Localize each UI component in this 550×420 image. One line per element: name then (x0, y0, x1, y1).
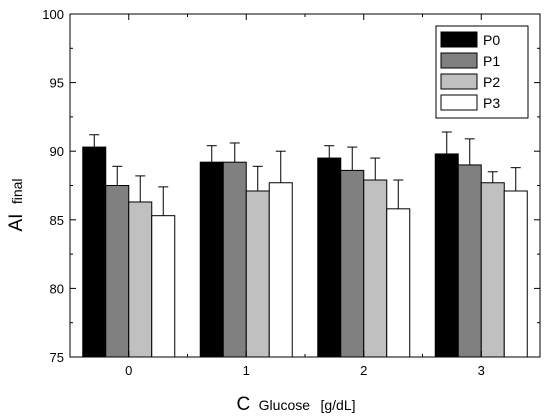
legend: P0 P1 P2 P3 (435, 25, 529, 119)
error-bar-p1-cat-1 (229, 142, 240, 163)
y-axis-label-sub: final (9, 178, 25, 204)
legend-swatch-p2 (440, 73, 478, 90)
bar-p2-cat-1 (245, 190, 270, 358)
error-bar-p3-cat-3 (510, 167, 521, 191)
error-bar-p2-cat-1 (252, 165, 263, 191)
x-axis-label-sub: Glucose (259, 397, 311, 413)
legend-label-p1: P1 (483, 53, 500, 69)
bar-p2-cat-3 (480, 182, 505, 358)
y-axis-label-main: AI (6, 214, 27, 232)
legend-label-p3: P3 (483, 95, 500, 111)
x-tick-label-3: 3 (478, 363, 485, 378)
x-tick-label-1: 1 (243, 363, 250, 378)
bar-p2-cat-0 (128, 201, 153, 358)
error-bar-p1-cat-2 (347, 146, 358, 171)
y-axis-title: AI final (6, 178, 27, 231)
y-axis-label: AI final (6, 178, 27, 231)
bar-p3-cat-3 (503, 190, 528, 358)
bar-p3-cat-1 (268, 182, 293, 358)
bar-p0-cat-2 (317, 157, 342, 358)
bar-p1-cat-0 (105, 185, 130, 358)
legend-swatch-p0 (440, 31, 478, 48)
bar-p0-cat-0 (82, 146, 107, 358)
bar-p1-cat-1 (222, 161, 247, 358)
error-bar-p3-cat-1 (275, 150, 286, 183)
error-bar-p1-cat-3 (464, 138, 475, 165)
bar-p1-cat-3 (457, 164, 482, 358)
y-tick-label-95: 95 (50, 76, 64, 91)
bar-p0-cat-1 (199, 161, 224, 358)
error-bar-p2-cat-3 (487, 171, 498, 183)
y-tick-label-100: 100 (42, 7, 64, 22)
legend-swatch-p1 (440, 52, 478, 69)
error-bar-p2-cat-0 (135, 175, 146, 202)
error-bar-p0-cat-0 (89, 134, 100, 148)
x-axis-label: C Glucose [g/dL] (236, 394, 355, 415)
bar-p3-cat-2 (386, 208, 411, 358)
axes: 75 80 85 90 95 100 0 1 2 3 (42, 7, 541, 378)
bar-p3-cat-0 (151, 215, 176, 358)
error-bar-p0-cat-2 (324, 145, 335, 159)
x-tick-label-0: 0 (125, 363, 132, 378)
plot-area (82, 131, 528, 358)
error-bar-p1-cat-0 (112, 165, 123, 186)
legend-label-p0: P0 (483, 32, 500, 48)
y-tick-label-90: 90 (50, 144, 64, 159)
y-tick-label-80: 80 (50, 281, 64, 296)
y-tick-label-75: 75 (50, 350, 64, 365)
x-tick-label-2: 2 (360, 363, 367, 378)
x-axis-label-unit: [g/dL] (320, 397, 355, 413)
x-axis-label-main: C (236, 394, 250, 415)
y-tick-label-85: 85 (50, 213, 64, 228)
error-bar-p2-cat-2 (370, 157, 381, 181)
legend-swatch-p3 (440, 94, 478, 111)
error-bar-p3-cat-0 (158, 186, 169, 216)
legend-label-p2: P2 (483, 74, 500, 90)
error-bar-p0-cat-3 (441, 131, 452, 154)
error-bar-p3-cat-2 (393, 179, 404, 209)
bar-p0-cat-3 (434, 153, 459, 358)
error-bar-p0-cat-1 (206, 145, 217, 163)
bar-p1-cat-2 (340, 169, 365, 358)
bar-p2-cat-2 (363, 179, 388, 358)
